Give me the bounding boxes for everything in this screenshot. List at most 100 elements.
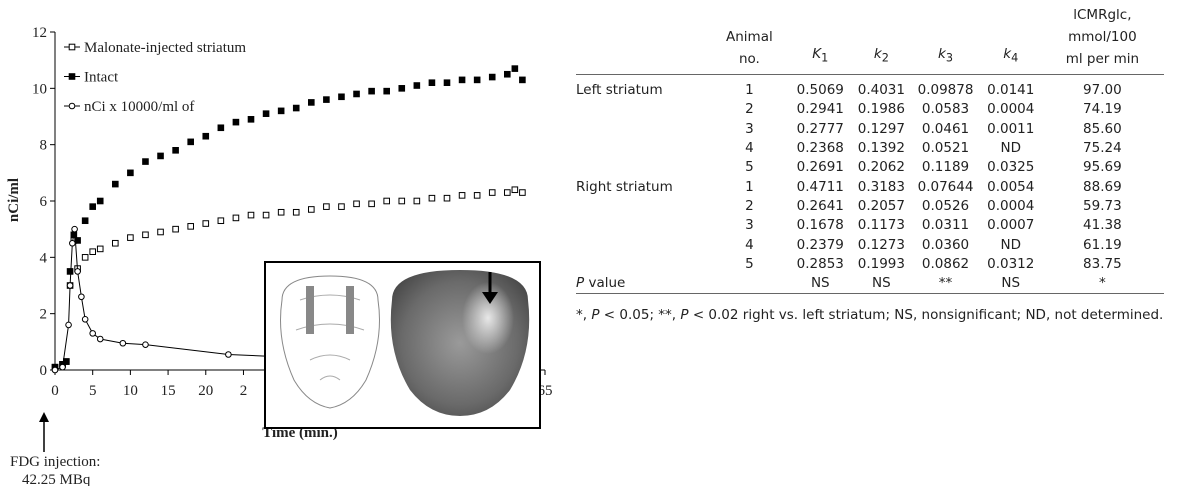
- data-point: [473, 192, 481, 199]
- data-point: [66, 268, 74, 275]
- annotation: FDG injection:: [10, 454, 100, 470]
- x-tick-label: 5: [89, 383, 97, 399]
- data-point: [323, 203, 330, 210]
- data-point: [292, 104, 300, 112]
- table-cell: 3: [745, 120, 754, 137]
- table-cell: 0.2368: [796, 140, 844, 157]
- x-tick-label: 20: [198, 383, 213, 399]
- row-label: [576, 158, 711, 177]
- table: Animal no. K1 k2 k3 k4 lCMRglc, mmol/100 ml per …: [576, 4, 1164, 294]
- header-symbol: K: [812, 46, 822, 63]
- table-cell: 0.0862: [921, 255, 970, 272]
- table-cell: 0.5069: [796, 82, 844, 99]
- row-label: Right striatum: [576, 177, 711, 196]
- data-point: [96, 197, 104, 205]
- header-symbol: k: [938, 46, 946, 63]
- table-row: 2 0.2641 0.2057 0.0526 0.0004 59.73: [576, 197, 1164, 216]
- data-point: [353, 90, 360, 98]
- table-cell: 0.0011: [987, 120, 1035, 137]
- data-point: [262, 211, 270, 219]
- data-point: [308, 99, 315, 106]
- data-point: [413, 82, 421, 89]
- data-point: [247, 211, 255, 219]
- data-point: [413, 197, 421, 205]
- data-point: [69, 239, 76, 247]
- header-subscript: 2: [881, 52, 889, 65]
- x-tick-label: 2: [240, 383, 248, 399]
- table-cell: 0.2941: [796, 101, 844, 118]
- data-point: [277, 107, 285, 115]
- table-cell: 0.0521: [921, 140, 970, 157]
- data-point: [232, 118, 240, 126]
- legend-label: Intact: [84, 70, 119, 86]
- table-cell: 0.3183: [857, 178, 905, 195]
- table-cell: 0.1986: [857, 101, 905, 118]
- table-cell: 4: [745, 140, 754, 157]
- table-cell: 0.0312: [987, 255, 1035, 272]
- data-point: [142, 231, 149, 239]
- chart: 024681012051015202303544550556065 nCi/ml…: [6, 25, 553, 486]
- table-cell: 0.1173: [857, 217, 905, 234]
- data-point: [157, 152, 164, 160]
- atlas-detail: [295, 294, 365, 381]
- table-row: 2 0.2941 0.1986 0.0583 0.0004 74.19: [576, 100, 1164, 119]
- y-tick-label: 4: [40, 250, 48, 266]
- data-point: [81, 254, 89, 261]
- row-label: [576, 235, 711, 254]
- data-point: [89, 203, 96, 210]
- injection-arrowhead: [39, 412, 49, 422]
- table-cell: 0.0526: [921, 197, 970, 214]
- data-point: [504, 189, 511, 196]
- x-tick-label: 10: [123, 383, 138, 399]
- data-point: [225, 351, 232, 358]
- table-cell: 0.4031: [857, 82, 905, 99]
- table-cell: 0.2853: [796, 255, 844, 272]
- data-point: [74, 268, 81, 275]
- data-point: [81, 316, 89, 323]
- table-cell: 0.0325: [987, 159, 1035, 176]
- table-cell: **: [938, 275, 953, 292]
- data-point: [157, 228, 164, 236]
- row-label: [576, 120, 711, 139]
- table-cell: 0.07644: [917, 178, 974, 195]
- data-point: [187, 138, 194, 146]
- table-cell: 0.0360: [921, 236, 970, 253]
- atlas-outline: [280, 275, 380, 409]
- data-point: [473, 76, 481, 84]
- table-cell: NS: [1001, 275, 1021, 292]
- table-block: Animal no. K1 k2 k3 k4 lCMRglc, mmol/100 ml per …: [576, 4, 1166, 327]
- data-point: [511, 65, 519, 72]
- table-cell: 0.2777: [796, 120, 844, 137]
- table-cell: 83.75: [1083, 255, 1122, 272]
- table-cell: 0.1189: [921, 159, 970, 176]
- data-point: [519, 189, 526, 196]
- footnote-text: < 0.02 right vs. left striatum; NS, nons…: [688, 307, 1164, 324]
- lesion: [462, 282, 514, 354]
- data-point: [202, 220, 210, 227]
- data-point: [74, 237, 81, 244]
- data-point: [504, 70, 511, 78]
- data-point: [71, 225, 78, 233]
- y-tick-label: 0: [40, 363, 48, 379]
- data-point: [172, 225, 179, 233]
- data-point: [142, 341, 149, 348]
- table-cell: 0.4711: [796, 178, 844, 195]
- table-cell: 1: [745, 178, 754, 195]
- table-row: 4 0.2379 0.1273 0.0360 ND 61.19: [576, 235, 1164, 254]
- data-point: [142, 158, 149, 165]
- data-point: [458, 192, 466, 199]
- header-text: no.: [738, 51, 760, 67]
- data-point: [292, 208, 300, 216]
- legend-label: nCi x 10000/ml of: [84, 99, 194, 115]
- table-cell: ND: [1000, 140, 1022, 157]
- table-cell: ND: [1000, 236, 1022, 253]
- y-tick-label: 10: [32, 81, 47, 97]
- table-cell: 0.2057: [857, 197, 905, 214]
- data-point: [398, 197, 406, 205]
- table-cell: 4: [745, 236, 754, 253]
- x-tick-label: 65: [538, 383, 553, 399]
- table-cell: 75.24: [1083, 140, 1122, 157]
- table-cell: 0.2641: [796, 197, 844, 214]
- table-row: Right striatum 1 0.4711 0.3183 0.07644 0.0054…: [576, 177, 1164, 196]
- table-cell: 1: [745, 82, 754, 99]
